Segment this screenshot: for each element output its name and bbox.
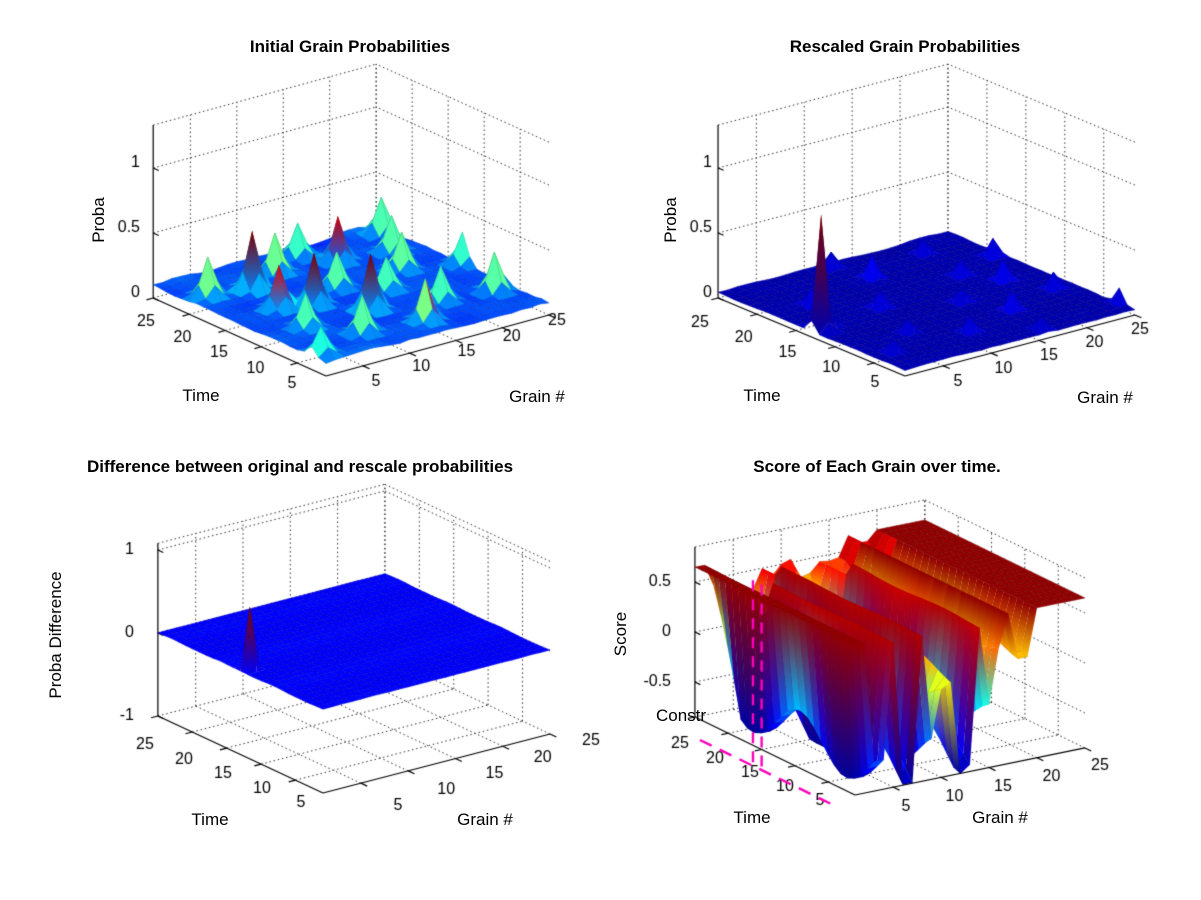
subplot-3-ylabel: Time (733, 808, 771, 827)
subplot-1-title: Rescaled Grain Probabilities (789, 37, 1021, 56)
subplot-1-zlabel: Proba (661, 197, 680, 243)
subplot-2-xlabel: Grain # (457, 810, 513, 829)
subplot-0-title: Initial Grain Probabilities (249, 37, 451, 56)
subplot-3-title: Score of Each Grain over time. (753, 457, 1001, 476)
subplot-3-zlabel: Score (611, 611, 630, 657)
subplot-2-ylabel: Time (191, 810, 229, 829)
subplot-1-xlabel: Grain # (1077, 388, 1133, 407)
subplot-3-xlabel: Grain # (972, 808, 1028, 827)
subplot-0-xlabel: Grain # (509, 387, 565, 406)
subplot-0-ylabel: Time (182, 386, 220, 405)
subplot-1-ylabel: Time (743, 386, 781, 405)
subplot-2-zlabel: Proba Difference (46, 571, 65, 699)
subplot-0-zlabel: Proba (89, 197, 108, 243)
subplot-2-title: Difference between original and rescale … (86, 457, 514, 476)
constraint-annotation: Constr (656, 706, 707, 725)
